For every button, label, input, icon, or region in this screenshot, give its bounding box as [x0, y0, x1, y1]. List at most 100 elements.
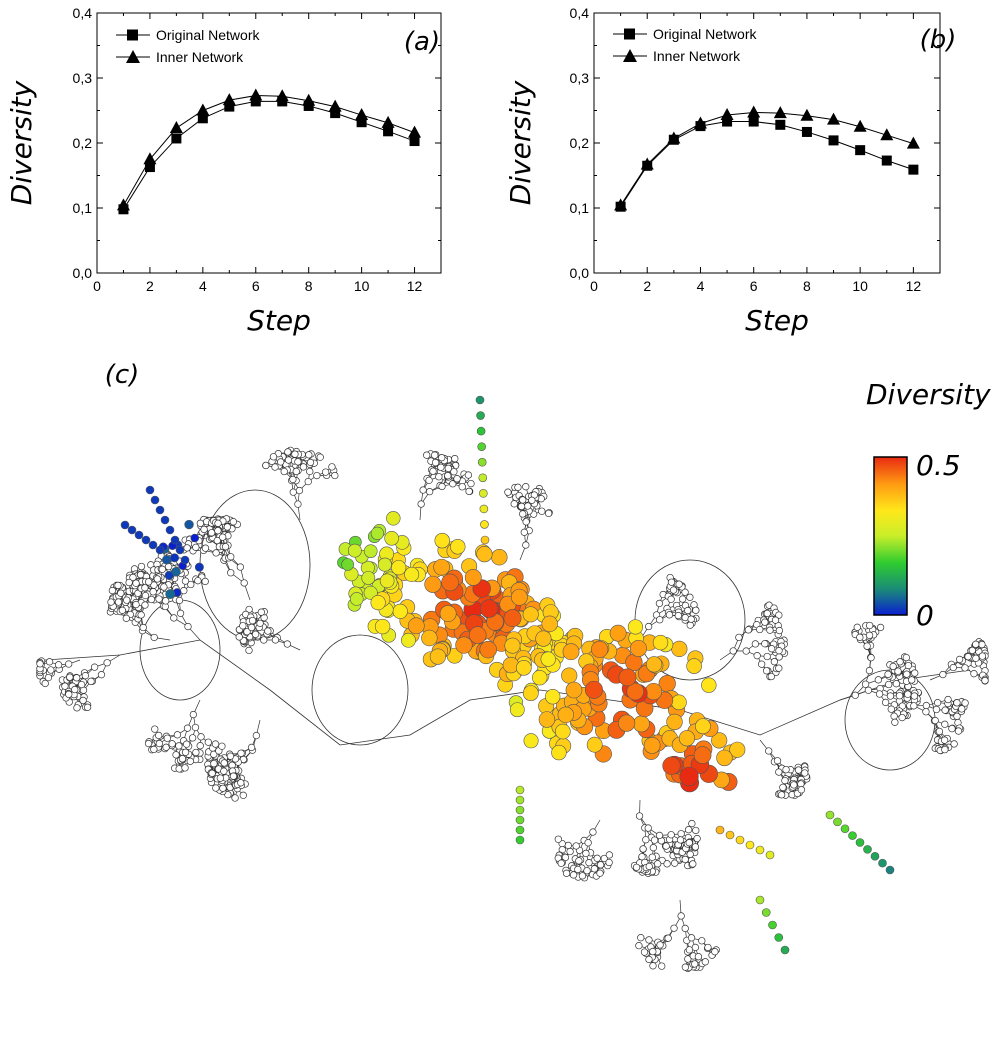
network-node	[931, 716, 939, 725]
chart-a-legend-square-marker	[127, 29, 138, 41]
network-node-colored	[479, 640, 497, 659]
b-x-tick-label: 4	[697, 278, 705, 294]
network-node-colored	[725, 830, 735, 840]
network-node	[271, 636, 280, 644]
network-node	[554, 835, 562, 843]
network-node	[223, 523, 232, 531]
b-x-tick-label: 8	[803, 278, 811, 294]
network-node	[151, 725, 159, 733]
network-node-colored	[429, 648, 446, 665]
network-node	[245, 605, 253, 614]
network-node-colored	[477, 457, 487, 467]
network-node	[884, 670, 892, 678]
network-node	[132, 579, 140, 587]
network-node	[589, 828, 597, 836]
network-node-colored	[363, 544, 378, 558]
network-node	[175, 742, 183, 750]
network-loop-edge	[311, 634, 409, 746]
network-node-colored	[540, 651, 556, 667]
network-node	[229, 518, 237, 526]
network-node	[183, 724, 192, 732]
network-node-colored	[475, 395, 485, 405]
network-node	[149, 588, 157, 596]
network-node	[902, 653, 910, 662]
network-node	[117, 589, 125, 597]
network-node	[168, 740, 176, 748]
network-node	[639, 845, 647, 853]
network-node	[522, 483, 530, 491]
network-node-colored	[503, 609, 522, 627]
network-node	[522, 541, 530, 549]
network-node	[886, 692, 895, 700]
network-node	[245, 646, 253, 655]
network-node	[239, 791, 247, 799]
network-node	[44, 673, 53, 682]
network-node	[564, 841, 572, 850]
a-x-tick-label: 12	[407, 278, 423, 294]
network-node	[431, 451, 439, 459]
network-node	[147, 595, 156, 604]
network-node	[294, 458, 302, 466]
network-node	[538, 507, 546, 515]
network-node-colored	[855, 838, 865, 847]
network-node	[251, 630, 260, 639]
network-node	[423, 451, 431, 459]
network-node	[572, 842, 580, 850]
network-node	[864, 686, 873, 694]
a-point-inner	[302, 93, 316, 106]
network-node	[464, 471, 473, 479]
a-point-original	[250, 96, 261, 107]
network-node	[867, 654, 875, 662]
network-node	[208, 769, 216, 777]
network-node	[519, 510, 527, 518]
chart-a-legend-triangle-marker	[126, 50, 140, 63]
network-node-colored	[678, 730, 696, 747]
network-node	[139, 623, 147, 632]
network-node	[444, 464, 452, 473]
network-node-colored	[711, 732, 728, 749]
network-node	[693, 834, 701, 843]
network-node	[155, 595, 163, 603]
network-node	[654, 860, 662, 868]
b-point-inner	[693, 116, 707, 129]
network-node	[218, 742, 226, 750]
b-line-inner	[620, 111, 914, 206]
network-node	[47, 666, 55, 674]
network-node	[640, 948, 649, 956]
network-node	[107, 598, 115, 606]
a-point-original	[197, 113, 208, 124]
network-node	[689, 860, 697, 868]
network-node	[649, 947, 657, 956]
a-point-inner	[275, 89, 289, 102]
network-node	[681, 924, 689, 933]
network-node	[510, 500, 518, 508]
network-node	[200, 525, 208, 534]
network-node	[289, 475, 297, 484]
network-node-colored	[509, 702, 525, 718]
network-node-colored	[561, 667, 578, 684]
network-node	[425, 476, 433, 485]
a-point-inner	[116, 198, 130, 211]
network-node	[644, 824, 652, 832]
network-node	[192, 748, 200, 757]
network-node	[517, 502, 526, 511]
network-node-colored	[515, 795, 525, 805]
network-node	[90, 663, 99, 671]
network-node	[524, 502, 532, 510]
network-node-colored	[729, 741, 746, 758]
network-node	[701, 958, 709, 966]
network-node-colored	[455, 636, 473, 654]
network-node	[686, 621, 694, 629]
a-y-tick-label: 0,2	[73, 135, 93, 151]
network-node-colored	[515, 835, 525, 845]
network-node	[756, 625, 764, 634]
network-node	[955, 655, 964, 664]
network-node	[908, 676, 916, 684]
network-node	[645, 936, 653, 944]
network-node	[667, 578, 676, 586]
network-node-colored	[761, 908, 771, 917]
network-node	[162, 597, 170, 605]
network-node	[662, 842, 670, 850]
network-node-colored	[164, 570, 174, 580]
